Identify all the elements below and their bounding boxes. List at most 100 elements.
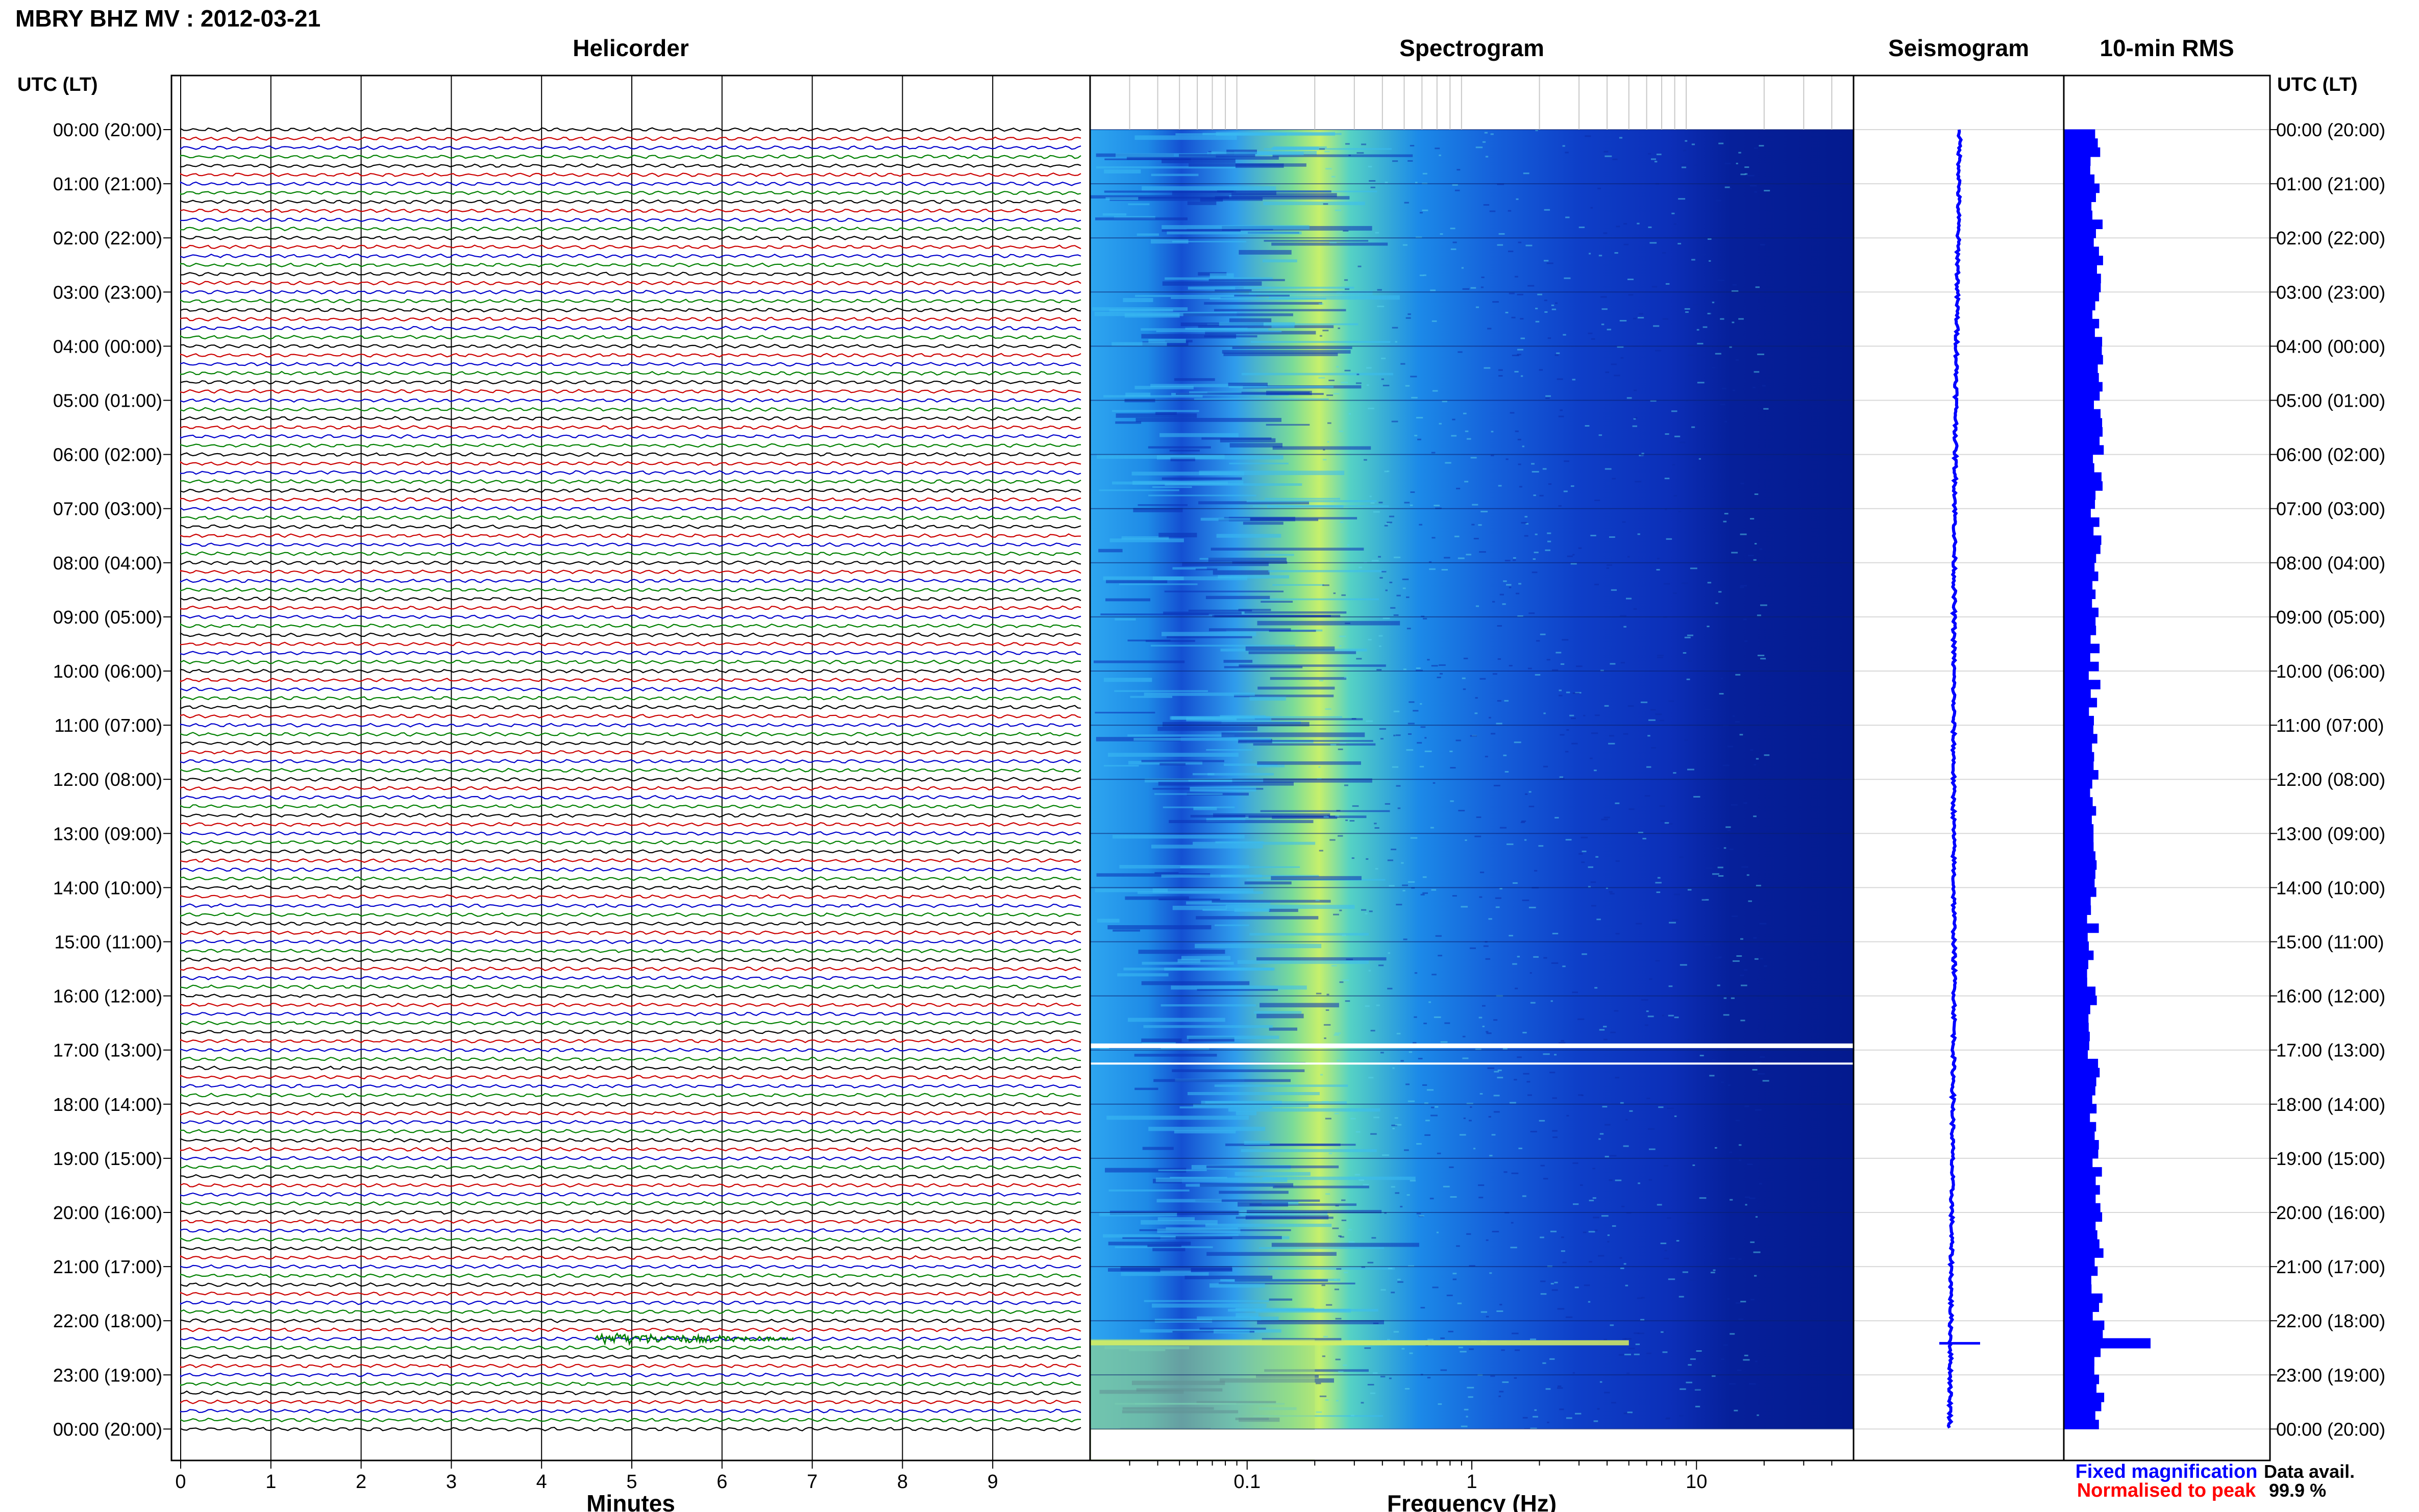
spectrogram-speckle <box>1612 478 1616 480</box>
time-tick-label: 14:00 (10:00) <box>2276 877 2385 898</box>
spectrogram-speckle <box>1738 152 1741 154</box>
spectrogram-speckle <box>1437 1152 1441 1154</box>
spectrogram-speckle <box>1609 891 1613 893</box>
spectrogram-speckle <box>1665 283 1670 285</box>
spectrogram-speckle <box>1685 311 1689 313</box>
spectrogram-speckle <box>1558 415 1564 417</box>
spectrogram-band <box>1169 820 1314 823</box>
spectrogram-speckle <box>1340 1236 1344 1238</box>
time-tick-label: 00:00 (20:00) <box>2276 1419 2385 1440</box>
spectrogram-speckle <box>1361 1402 1364 1404</box>
spectrogram-speckle <box>1376 1004 1380 1006</box>
spectrogram-band <box>1250 1317 1279 1321</box>
spectrogram-speckle <box>1350 1415 1355 1417</box>
spectrogram-speckle <box>1688 660 1692 662</box>
spectrogram-speckle <box>1415 182 1418 184</box>
spectrogram-band <box>1150 239 1189 244</box>
spectrogram-speckle <box>1524 839 1527 841</box>
spectrogram-speckle <box>1723 520 1727 523</box>
spectrogram-speckle <box>1491 431 1494 433</box>
spectrogram-speckle <box>1428 561 1432 563</box>
spectrogram-band <box>1131 472 1244 476</box>
spectrogram-speckle <box>1571 717 1576 720</box>
time-tick-label: 16:00 (12:00) <box>2276 986 2385 1007</box>
spectrogram-band <box>1212 615 1331 617</box>
spectrogram-speckle <box>1339 430 1344 432</box>
spectrogram-speckle <box>1490 1375 1495 1377</box>
spectrogram-speckle <box>1384 1212 1387 1214</box>
spectrogram-speckle <box>1416 1212 1421 1214</box>
spectrogram-speckle <box>1664 1250 1667 1252</box>
spectrogram-speckle <box>1340 742 1346 744</box>
spectrogram-band <box>1181 956 1231 960</box>
spectrogram-band <box>1257 1320 1384 1325</box>
spectrogram-speckle <box>1482 1026 1485 1027</box>
spectrogram-band <box>1238 1202 1288 1207</box>
spectrogram-band <box>1162 159 1236 163</box>
spectrogram-speckle <box>1410 837 1418 839</box>
helicorder-trace <box>180 407 1081 412</box>
spectrogram-speckle <box>1397 1281 1403 1283</box>
spectrogram-band <box>1179 154 1255 157</box>
spectrogram-speckle <box>1458 351 1463 353</box>
spectrogram-speckle <box>1527 285 1535 287</box>
spectrogram-band <box>1174 1130 1236 1134</box>
spectrogram-band <box>1221 732 1365 737</box>
spectrogram-speckle <box>1600 296 1607 298</box>
spectrogram-speckle <box>1612 158 1618 160</box>
spectrogram-band <box>1104 169 1141 173</box>
spectrogram-speckle <box>1535 674 1541 676</box>
spectrogram-speckle <box>1530 1339 1536 1341</box>
spectrogram-speckle <box>1405 317 1411 319</box>
spectrogram-speckle <box>1419 212 1423 214</box>
spectrogram-band <box>1199 1327 1266 1330</box>
time-tick-label: 11:00 (07:00) <box>55 715 162 736</box>
spectrogram-speckle <box>1479 872 1485 874</box>
spectrogram-speckle <box>1750 1299 1755 1301</box>
spectrogram-speckle <box>1329 241 1337 243</box>
helicorder-trace <box>180 1110 1081 1116</box>
spectrogram-speckle <box>1731 552 1738 554</box>
spectrogram-speckle <box>1609 536 1615 538</box>
spectrogram-band <box>1206 1166 1339 1169</box>
spectrogram-band <box>1249 697 1286 701</box>
spectrogram-speckle <box>1674 1017 1679 1019</box>
spectrogram-band <box>1105 598 1150 602</box>
spectrogram-speckle <box>1335 209 1341 211</box>
helicorder-trace <box>180 1002 1081 1007</box>
spectrogram-speckle <box>1389 1377 1392 1379</box>
spectrogram-speckle <box>1651 286 1658 288</box>
spectrogram-band <box>1264 240 1369 242</box>
spectrogram-speckle <box>1319 850 1323 852</box>
spectrogram-speckle <box>1562 965 1566 968</box>
spectrogram-band <box>1098 549 1123 553</box>
spectrogram-speckle <box>1758 1073 1765 1075</box>
figure-title: MBRY BHZ MV : 2012-03-21 <box>15 5 320 32</box>
spectrogram-speckle <box>1406 596 1410 598</box>
spectrogram-speckle <box>1454 535 1460 537</box>
spectrogram-band <box>1186 717 1272 722</box>
spectrogram-speckle <box>1380 738 1384 740</box>
spectrogram-speckle <box>1712 1059 1716 1061</box>
spectrogram-speckle <box>1620 662 1625 664</box>
spectrogram-band <box>1236 1313 1258 1318</box>
spectrogram-speckle <box>1588 1301 1591 1303</box>
spectrogram-band <box>1197 1316 1261 1321</box>
spectrogram-speckle <box>1382 1154 1389 1156</box>
spectrogram-speckle <box>1326 994 1329 996</box>
spectrogram-speckle <box>1750 1241 1755 1243</box>
spectrogram-speckle <box>1610 1324 1614 1326</box>
spectrogram-speckle <box>1528 906 1536 908</box>
spectrogram-band <box>1272 584 1324 586</box>
spectrogram-speckle <box>1743 618 1747 621</box>
spectrogram-speckle <box>1764 754 1770 756</box>
spectrogram-speckle <box>1365 912 1368 914</box>
spectrogram-speckle <box>1748 900 1752 902</box>
spectrogram-event-line <box>1090 1340 1629 1346</box>
spectrogram-speckle <box>1389 515 1394 517</box>
spectrogram-speckle <box>1717 866 1723 869</box>
spectrogram-speckle <box>1616 226 1620 228</box>
time-tick-label: 00:00 (20:00) <box>2276 119 2385 140</box>
spectrogram-speckle <box>1727 1298 1730 1300</box>
